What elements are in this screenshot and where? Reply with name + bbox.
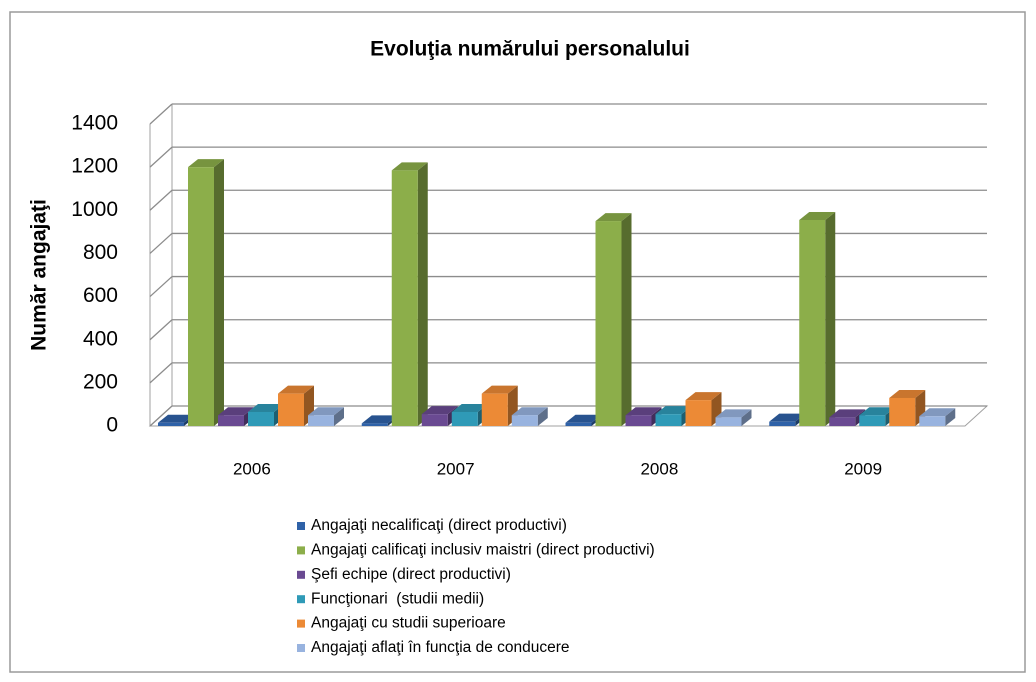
bar-top	[799, 211, 836, 220]
bar-top	[391, 162, 428, 171]
bar	[391, 170, 418, 426]
bar-top	[655, 406, 692, 415]
bar-side	[945, 408, 956, 426]
legend-label: Şefi echipe (direct productivi)	[311, 566, 511, 583]
bar-top	[769, 413, 806, 422]
bar-side	[417, 162, 428, 426]
legend-swatch	[297, 546, 305, 555]
bar-top	[595, 213, 632, 222]
grid-line-side	[149, 405, 173, 427]
bar-top	[188, 159, 224, 168]
bar-top	[829, 409, 866, 418]
y-tick-label: 1400	[71, 112, 118, 135]
bar	[769, 421, 796, 426]
grid-line-side	[149, 276, 173, 298]
grid-line-side	[149, 319, 173, 341]
legend-swatch	[297, 619, 305, 628]
bar-top	[565, 414, 602, 423]
bar	[685, 400, 712, 426]
bar	[565, 422, 592, 426]
bar-top	[859, 407, 896, 416]
bar-top	[715, 409, 752, 418]
chart-border	[9, 11, 1026, 673]
bar	[361, 423, 388, 426]
bar-top	[889, 389, 926, 398]
bar-top	[481, 385, 518, 394]
bar	[595, 221, 622, 426]
bar-top	[511, 407, 548, 416]
bar	[625, 415, 652, 426]
bar-side	[621, 213, 632, 426]
legend-swatch	[297, 570, 305, 579]
bar	[859, 415, 886, 426]
bar	[829, 417, 856, 426]
grid-line-side	[149, 146, 173, 168]
bar-top	[421, 406, 458, 415]
legend-label: Funcţionari (studii medii)	[311, 590, 484, 607]
legend-label: Angajaţi aflaţi în funcţia de conducere	[311, 639, 570, 656]
x-tick-label: 2007	[437, 459, 475, 478]
legend-swatch	[297, 522, 305, 530]
bar	[919, 416, 946, 426]
bar	[715, 417, 742, 426]
x-tick-label: 2009	[844, 459, 882, 478]
bar-top	[685, 392, 722, 401]
bar-top	[278, 385, 314, 394]
bar-top	[308, 407, 344, 416]
bar-top	[248, 403, 284, 412]
bar	[451, 411, 478, 426]
bar-side	[214, 159, 224, 426]
bar	[278, 393, 304, 426]
chart-title: Evoluţia numărului personalului	[370, 38, 690, 61]
bar-top	[361, 415, 398, 424]
y-tick-label: 1200	[71, 155, 118, 178]
y-tick-label: 1000	[71, 198, 118, 221]
bar-side	[537, 407, 548, 426]
legend-label: Angajaţi cu studii superioare	[311, 615, 506, 632]
y-tick-label: 0	[106, 414, 118, 437]
bar-top	[625, 407, 662, 416]
grid-line-side	[149, 103, 173, 125]
bar	[188, 167, 214, 426]
bar	[421, 414, 448, 426]
x-tick-label: 2008	[640, 459, 678, 478]
bar-side	[825, 211, 836, 426]
legend-swatch	[297, 644, 305, 652]
bar-top	[919, 408, 956, 417]
bar	[158, 422, 184, 426]
y-tick-label: 600	[83, 284, 118, 307]
bar-top	[451, 403, 488, 412]
bar	[655, 414, 682, 426]
bar	[308, 415, 334, 426]
bar-side	[334, 407, 344, 426]
bar	[511, 415, 538, 426]
bar-top	[158, 414, 194, 423]
legend-swatch	[297, 595, 305, 604]
bar	[218, 415, 244, 426]
grid-line-side	[149, 362, 173, 384]
bar	[481, 393, 508, 426]
legend-label: Angajaţi necalificaţi (direct productivi…	[311, 517, 567, 534]
y-axis-title: Număr angajaţi	[28, 199, 51, 351]
grid-line-side	[149, 232, 173, 254]
grid-line-side	[149, 189, 173, 211]
bar-side	[741, 409, 752, 426]
bar	[799, 219, 826, 426]
legend-label: Angajaţi calificaţi inclusiv maistri (di…	[311, 541, 655, 558]
y-tick-label: 400	[83, 327, 118, 350]
y-tick-label: 200	[83, 370, 118, 393]
bar	[248, 411, 274, 426]
bar-top	[218, 407, 254, 416]
x-tick-label: 2006	[233, 459, 271, 478]
bar	[889, 397, 916, 426]
y-tick-label: 800	[83, 241, 118, 264]
